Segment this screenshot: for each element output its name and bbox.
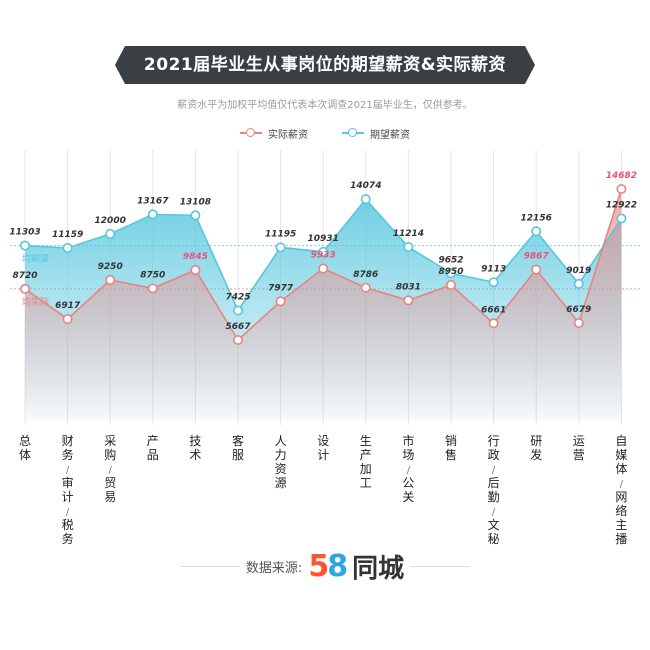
expected-point xyxy=(105,228,116,239)
expected-point xyxy=(190,210,201,221)
actual-value-label: 9845 xyxy=(183,252,208,262)
chart-subtitle: 薪资水平为加权平均值仅代表本次调查2021届毕业生，仅供参考。 xyxy=(177,100,473,111)
source-logo-number: 58 xyxy=(308,548,348,584)
source-label: 数据来源: xyxy=(245,560,303,576)
legend-swatch-actual xyxy=(240,128,262,138)
divider-right xyxy=(410,565,471,567)
expected-point xyxy=(488,277,499,288)
legend-swatch-expected xyxy=(342,128,364,138)
expected-point xyxy=(62,243,73,254)
title-banner xyxy=(115,46,535,84)
actual-value-label: 6679 xyxy=(566,305,591,315)
legend-label-expected: 期望薪资 xyxy=(370,129,410,141)
category-tick-label: 生产加工 xyxy=(360,434,372,490)
category-tick-label: 研发 xyxy=(530,434,542,462)
actual-value-label: 8720 xyxy=(12,271,37,281)
expected-value-label: 14074 xyxy=(350,181,381,191)
actual-value-label: 8750 xyxy=(140,270,165,280)
expected-value-label: 12156 xyxy=(521,213,552,223)
legend-label-actual: 实际薪资 xyxy=(268,129,308,141)
actual-value-label: 14682 xyxy=(606,171,637,181)
expected-value-label: 7425 xyxy=(225,293,250,303)
chart-legend: 实际薪资 期望薪资 xyxy=(0,124,650,142)
category-tick-label: 运营 xyxy=(573,434,585,462)
actual-value-label: 8950 xyxy=(438,267,463,277)
chart-title: 2021届毕业生从事岗位的期望薪资&实际薪资 xyxy=(143,55,507,75)
category-tick-label: 技术 xyxy=(189,434,201,462)
actual-point xyxy=(190,265,201,276)
actual-value-label: 9867 xyxy=(524,252,550,262)
actual-point xyxy=(147,283,158,294)
actual-point xyxy=(275,296,286,307)
expected-point xyxy=(147,209,158,220)
expected-value-label: 12000 xyxy=(95,216,126,226)
expected-point xyxy=(360,194,371,205)
actual-point xyxy=(445,280,456,291)
expected-point xyxy=(318,246,329,257)
actual-point xyxy=(531,264,542,275)
category-tick-label: 设计 xyxy=(317,434,329,462)
category-tick-label: 自媒体/网络主播 xyxy=(615,434,627,546)
divider-left xyxy=(179,565,240,567)
actual-point xyxy=(488,318,499,329)
expected-point xyxy=(233,305,244,316)
expected-value-label: 11195 xyxy=(265,229,296,239)
actual-value-label: 6917 xyxy=(55,301,81,311)
actual-value-label: 9250 xyxy=(98,262,123,272)
actual-point xyxy=(573,318,584,329)
actual-value-label: 8786 xyxy=(353,270,378,280)
expected-point xyxy=(19,240,30,251)
expected-value-label: 9019 xyxy=(566,266,591,276)
expected-point xyxy=(616,213,627,224)
expected-point xyxy=(573,278,584,289)
data-source: 数据来源: 58 同城 xyxy=(0,548,650,584)
category-tick-label: 人力资源 xyxy=(275,434,287,490)
legend-item-actual: 实际薪资 xyxy=(240,124,308,142)
category-tick-label: 财务/审计/税务 xyxy=(62,434,74,546)
expected-value-label: 10931 xyxy=(308,234,339,244)
actual-point xyxy=(233,334,244,345)
category-tick-label: 采购/贸易 xyxy=(104,434,116,504)
expected-value-label: 9113 xyxy=(481,264,506,274)
expected-value-label: 12922 xyxy=(606,200,637,210)
expected-point xyxy=(531,226,542,237)
expected-point xyxy=(445,268,456,279)
category-tick-label: 产品 xyxy=(147,434,159,462)
actual-value-label: 7977 xyxy=(268,283,294,293)
actual-point xyxy=(62,314,73,325)
expected-value-label: 11159 xyxy=(52,230,83,240)
reference-line-label: 均期望 xyxy=(22,253,49,265)
expected-value-label: 13108 xyxy=(180,197,211,207)
actual-value-label: 9933 xyxy=(311,251,336,261)
expected-value-label: 13167 xyxy=(137,196,169,206)
legend-item-expected: 期望薪资 xyxy=(342,124,410,142)
actual-point xyxy=(616,184,627,195)
source-logo-text: 同城 xyxy=(352,553,405,584)
actual-area xyxy=(25,189,622,420)
expected-value-label: 11303 xyxy=(9,228,40,238)
actual-value-label: 8031 xyxy=(396,282,421,292)
expected-value-label: 11214 xyxy=(393,229,424,239)
actual-point xyxy=(403,295,414,306)
reference-line-label: 均实际 xyxy=(22,296,49,308)
actual-point xyxy=(105,274,116,285)
category-tick-label: 总体 xyxy=(19,434,31,462)
category-tick-label: 客服 xyxy=(232,433,244,462)
actual-point xyxy=(360,282,371,293)
actual-point xyxy=(318,263,329,274)
actual-value-label: 6661 xyxy=(481,305,506,315)
expected-point xyxy=(403,242,414,253)
expected-value-label: 9652 xyxy=(438,255,463,265)
category-tick-label: 销售 xyxy=(445,434,457,462)
actual-value-label: 5667 xyxy=(225,322,251,332)
category-tick-label: 市场/公关 xyxy=(402,433,414,504)
expected-point xyxy=(275,242,286,253)
actual-point xyxy=(19,283,30,294)
category-tick-label: 行政/后勤/文秘 xyxy=(488,434,500,546)
